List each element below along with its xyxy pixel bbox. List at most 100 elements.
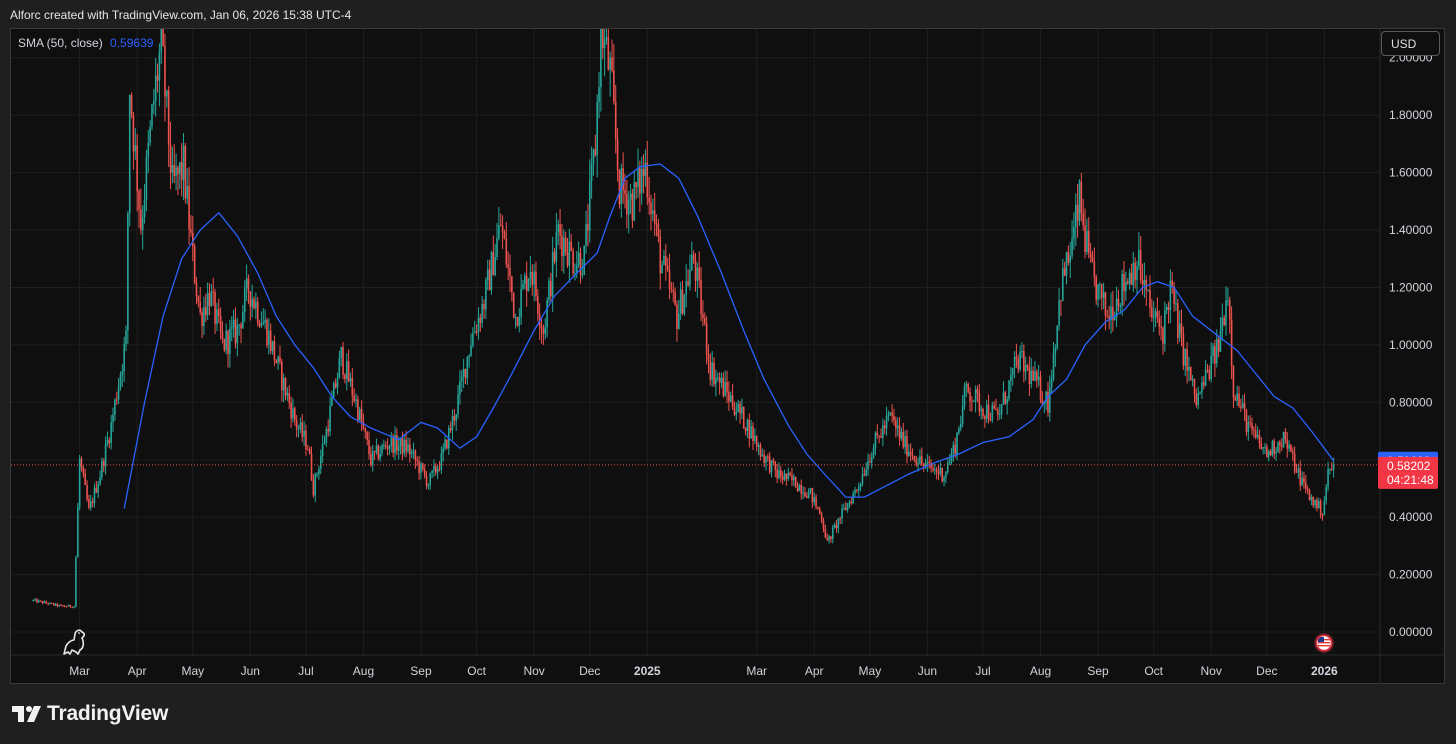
candle bbox=[316, 472, 318, 478]
candle bbox=[1004, 390, 1007, 405]
candle bbox=[972, 399, 975, 403]
candle bbox=[1251, 417, 1253, 435]
candle bbox=[45, 600, 48, 604]
candle bbox=[481, 296, 483, 328]
candle bbox=[752, 422, 754, 451]
indicator-legend[interactable]: SMA (50, close) 0.59639 bbox=[18, 36, 153, 50]
candle bbox=[394, 426, 396, 461]
candle bbox=[95, 480, 98, 494]
candle bbox=[1125, 271, 1127, 301]
candle bbox=[728, 381, 730, 411]
candle bbox=[598, 71, 600, 119]
candle bbox=[1295, 463, 1298, 474]
candle bbox=[726, 370, 728, 404]
candle bbox=[557, 219, 560, 246]
currency-button[interactable]: USD bbox=[1381, 31, 1440, 56]
candle bbox=[703, 312, 706, 326]
candle bbox=[794, 476, 797, 488]
candle bbox=[47, 602, 49, 606]
candle bbox=[687, 269, 689, 287]
candle bbox=[1097, 283, 1099, 308]
candle bbox=[156, 63, 159, 93]
candle bbox=[253, 296, 255, 310]
candle bbox=[859, 482, 862, 492]
candle bbox=[153, 88, 155, 115]
candle bbox=[490, 250, 493, 295]
candle bbox=[1073, 212, 1075, 250]
candle bbox=[1021, 342, 1023, 359]
candle bbox=[878, 435, 880, 444]
us-flag-icon[interactable] bbox=[1314, 633, 1334, 653]
candle bbox=[232, 309, 235, 338]
candle bbox=[498, 207, 500, 241]
candle bbox=[290, 396, 292, 428]
candle bbox=[503, 229, 506, 240]
candle bbox=[1106, 309, 1109, 319]
candle bbox=[60, 604, 62, 606]
y-axis[interactable]: 0.000000.200000.400000.600000.800001.000… bbox=[1379, 29, 1433, 684]
x-axis[interactable]: Mar Apr May Jun Jul Aug Sep Oct Nov Dec 2025 Mar Apr… bbox=[11, 654, 1445, 678]
candle bbox=[110, 415, 112, 450]
candle bbox=[702, 300, 704, 327]
candle bbox=[1306, 485, 1309, 495]
candle bbox=[544, 318, 547, 340]
candle bbox=[876, 424, 879, 439]
candle bbox=[384, 441, 387, 450]
candle bbox=[414, 449, 417, 469]
candle bbox=[1089, 242, 1092, 263]
candle bbox=[286, 387, 289, 401]
y-tick-label: 0.20000 bbox=[1389, 568, 1433, 582]
candle bbox=[475, 324, 478, 336]
candle bbox=[1234, 394, 1237, 401]
candle bbox=[793, 473, 795, 487]
candle bbox=[835, 519, 838, 533]
candle bbox=[1169, 269, 1172, 324]
candle bbox=[896, 417, 899, 437]
candle bbox=[550, 272, 552, 302]
candle bbox=[959, 415, 962, 432]
candle bbox=[442, 443, 445, 462]
candle bbox=[501, 215, 504, 250]
candle bbox=[579, 247, 582, 284]
candle bbox=[806, 492, 808, 499]
candle bbox=[856, 489, 858, 493]
candle bbox=[1241, 395, 1244, 409]
candle bbox=[527, 277, 530, 292]
candle bbox=[396, 428, 398, 456]
candle bbox=[561, 223, 563, 272]
candle bbox=[112, 407, 114, 432]
candle bbox=[97, 480, 99, 499]
candle bbox=[1219, 317, 1222, 353]
candle bbox=[1180, 309, 1183, 347]
candle bbox=[255, 292, 257, 319]
candle bbox=[874, 431, 877, 456]
candle bbox=[1034, 361, 1036, 382]
candle bbox=[965, 381, 968, 397]
candle bbox=[32, 599, 35, 602]
candle bbox=[438, 461, 441, 472]
tradingview-brand[interactable]: TradingView bbox=[12, 702, 168, 726]
candle bbox=[125, 325, 127, 352]
candle bbox=[926, 453, 929, 473]
candle bbox=[900, 427, 903, 441]
x-tick-label: Oct bbox=[1144, 664, 1163, 678]
candle bbox=[1214, 339, 1216, 377]
candle bbox=[883, 420, 886, 435]
candle bbox=[722, 372, 725, 398]
candle bbox=[459, 370, 461, 405]
last-price-tag-text: 0.58202 bbox=[1387, 459, 1431, 473]
candle bbox=[282, 373, 285, 402]
candle bbox=[754, 428, 756, 444]
candle bbox=[381, 443, 383, 457]
candle bbox=[1071, 220, 1073, 260]
candle bbox=[668, 253, 671, 300]
candle bbox=[119, 371, 122, 391]
candle bbox=[739, 400, 741, 424]
candle bbox=[533, 264, 535, 302]
candle bbox=[678, 299, 680, 330]
candle bbox=[1152, 301, 1155, 332]
candle bbox=[770, 460, 773, 478]
candle bbox=[494, 244, 496, 277]
candle bbox=[659, 229, 662, 290]
